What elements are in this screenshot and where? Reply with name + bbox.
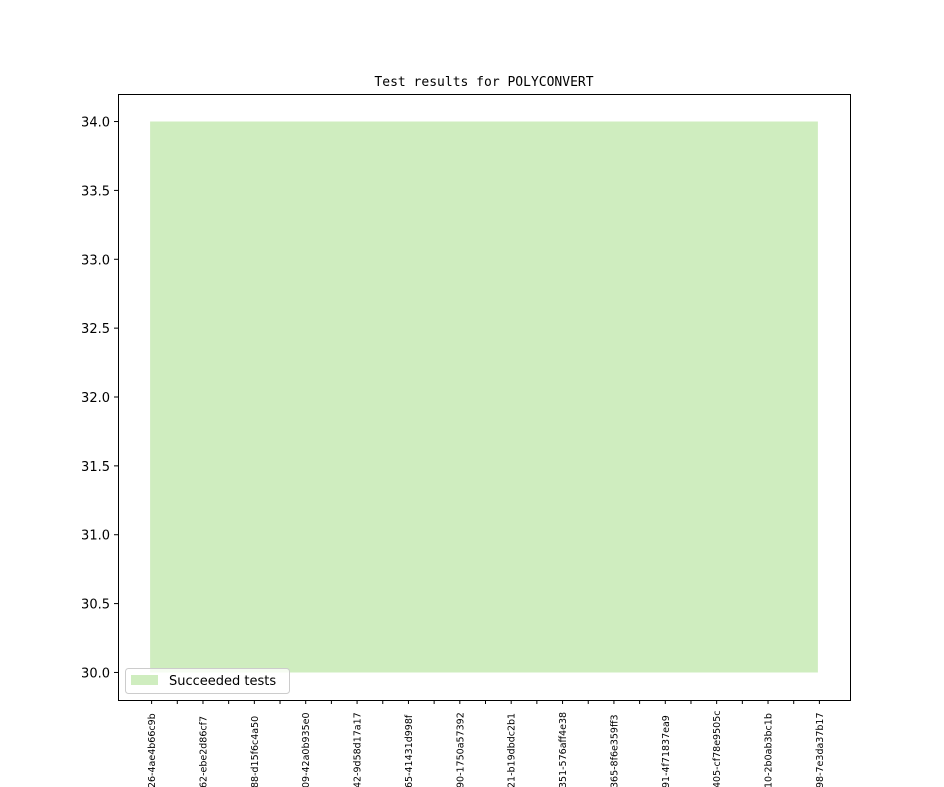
chart-title: Test results for POLYCONVERT — [374, 75, 593, 90]
x-tick-label: 10-2b0ab3bc1b — [764, 713, 775, 787]
x-tick-label: 09-42a0b935e0 — [301, 712, 312, 787]
plot-frame — [118, 94, 851, 701]
y-tick-label: 33.5 — [81, 184, 110, 199]
x-tick-label: 62-ebe2d86cf7 — [198, 716, 209, 787]
y-tick-label: 30.0 — [81, 666, 110, 681]
x-tick-label: 91-4f71837ea9 — [661, 715, 672, 787]
x-tick-label: 365-8f6e359ff3 — [609, 714, 620, 787]
x-tick-label: 90-1750a57392 — [455, 712, 466, 787]
x-tick-label: 98-7e3da37b17 — [815, 712, 826, 787]
x-tick-label: 26-4ae4b66c9b — [147, 713, 158, 787]
legend: Succeeded tests — [125, 668, 290, 694]
y-tick-label: 30.5 — [81, 598, 110, 613]
x-tick-label: 65-41431d998f — [404, 714, 415, 787]
legend-label: Succeeded tests — [169, 674, 276, 689]
y-tick-label: 33.0 — [81, 253, 110, 268]
legend-swatch — [131, 675, 158, 685]
y-tick-label: 31.0 — [81, 529, 110, 544]
x-tick-label: 88-d15f6c4a50 — [250, 716, 261, 787]
x-tick-label: 21-b19dbdc2b1 — [507, 713, 518, 787]
y-tick-label: 31.5 — [81, 460, 110, 475]
y-tick-label: 34.0 — [81, 116, 110, 131]
y-tick-label: 32.5 — [81, 322, 110, 337]
y-tick-label: 32.0 — [81, 391, 110, 406]
area-succeeded-tests — [150, 121, 818, 673]
legend-frame — [125, 668, 290, 694]
x-tick-label: 351-576aff4e38 — [558, 712, 569, 787]
x-tick-label: 405-cf78e9505c — [712, 711, 723, 787]
x-tick-label: 42-9d58d17a17 — [353, 712, 364, 787]
